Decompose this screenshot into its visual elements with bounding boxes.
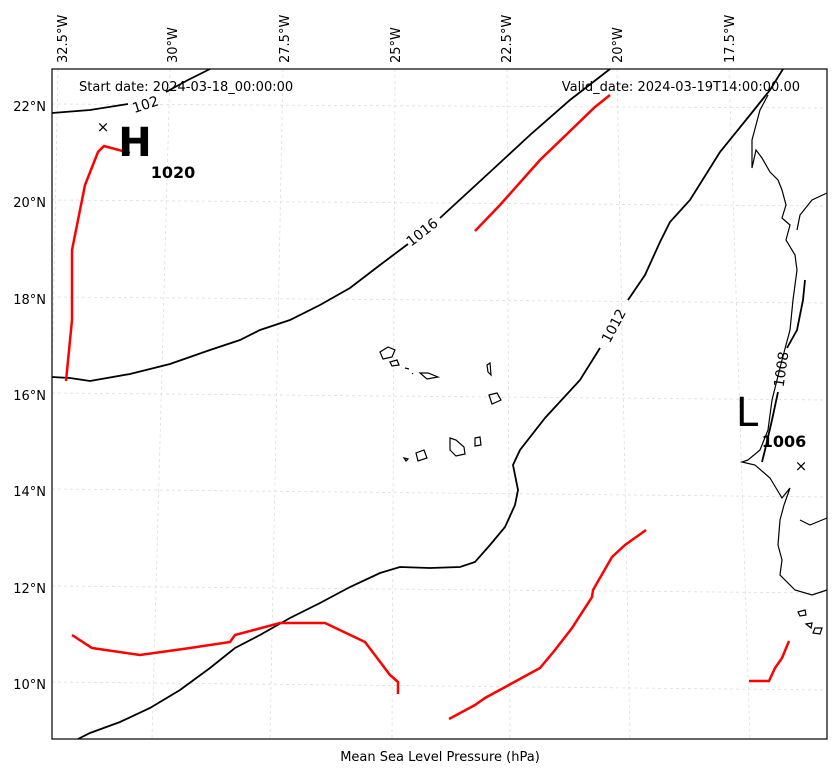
isobar-1016 — [51, 243, 409, 382]
low-pressure-letter: L — [736, 390, 759, 436]
lat-label: 12°N — [13, 582, 46, 597]
lat-label: 20°N — [13, 196, 46, 211]
lat-label: 10°N — [13, 678, 46, 693]
contour-label: 1008 — [772, 351, 793, 389]
lon-label: 25°W — [389, 27, 404, 63]
isobar-1020 — [51, 103, 129, 114]
lat-label: 18°N — [13, 293, 46, 308]
high-center-marker: × — [97, 118, 110, 136]
contour-label: 102 — [131, 93, 161, 116]
low-center-marker: × — [795, 457, 808, 475]
lon-label: 22.5°W — [500, 15, 515, 63]
trough-lines — [64, 94, 791, 721]
isobar-1008 — [786, 279, 806, 349]
lat-label: 16°N — [13, 389, 46, 404]
lon-label: 30°W — [166, 27, 181, 63]
contour-label: 1016 — [404, 216, 442, 251]
map-frame — [51, 68, 828, 740]
high-pressure-letter: H — [118, 120, 151, 166]
lat-label: 22°N — [13, 100, 46, 115]
isobars — [51, 68, 806, 740]
lon-label: 32.5°W — [56, 15, 71, 63]
valid-date: Valid_date: 2024-03-19T14:00:00.00 — [562, 80, 800, 95]
high-pressure-value: 1020 — [151, 163, 196, 182]
lat-label: 14°N — [13, 485, 46, 500]
lon-label: 17.5°W — [723, 15, 738, 63]
isobar-1012 — [77, 347, 601, 740]
contour-label: 1012 — [599, 307, 630, 346]
low-pressure-value: 1006 — [762, 432, 807, 451]
longitude-labels: 32.5°W 30°W 27.5°W 25°W 22.5°W 20°W 17.5… — [56, 15, 738, 63]
lon-label: 20°W — [611, 27, 626, 63]
lon-label: 27.5°W — [278, 15, 293, 63]
coastline — [379, 94, 828, 635]
x-axis-label: Mean Sea Level Pressure (hPa) — [340, 750, 540, 765]
latitude-labels: 22°N 20°N 18°N 16°N 14°N 12°N 10°N — [13, 100, 46, 693]
start-date: Start date: 2024-03-18_00:00:00 — [79, 80, 293, 95]
